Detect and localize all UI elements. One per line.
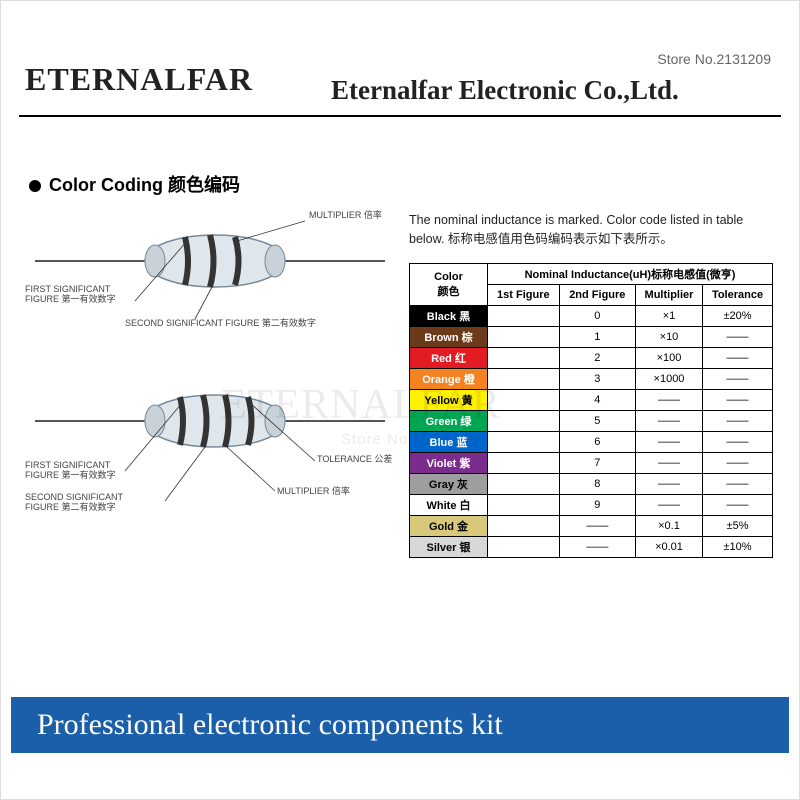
- label-second-sig: SECOND SIGNIFICANT FIGURE 第二有效数字: [125, 319, 385, 329]
- watermark-store: Store No.2131209: [341, 431, 479, 448]
- value-cell: 5: [559, 411, 635, 432]
- table-intro: The nominal inductance is marked. Color …: [409, 211, 775, 249]
- value-cell: [488, 453, 560, 474]
- company-name: Eternalfar Electronic Co.,Ltd.: [331, 75, 679, 106]
- value-cell: [488, 495, 560, 516]
- value-cell: ×0.1: [635, 516, 702, 537]
- value-cell: 4: [559, 390, 635, 411]
- value-cell: ——: [703, 411, 773, 432]
- color-name-cell: Brown 棕: [410, 327, 488, 348]
- value-cell: ——: [635, 495, 702, 516]
- table-row: Violet 紫7————: [410, 453, 773, 474]
- value-cell: [488, 306, 560, 327]
- color-name-cell: Silver 银: [410, 537, 488, 558]
- color-name-cell: White 白: [410, 495, 488, 516]
- color-name-cell: Green 绿: [410, 411, 488, 432]
- value-cell: 0: [559, 306, 635, 327]
- label-second-sig-2: SECOND SIGNIFICANTFIGURE 第二有效数字: [25, 493, 145, 513]
- color-name-cell: Red 红: [410, 348, 488, 369]
- value-cell: [488, 516, 560, 537]
- value-cell: 7: [559, 453, 635, 474]
- table-row: Green 绿5————: [410, 411, 773, 432]
- label-multiplier-2: MULTIPLIER 倍率: [277, 487, 350, 497]
- inductor-4band-diagram: FIRST SIGNIFICANTFIGURE 第一有效数字 SECOND SI…: [25, 361, 395, 521]
- th-sub: 2nd Figure: [559, 285, 635, 306]
- value-cell: [488, 411, 560, 432]
- value-cell: ——: [703, 390, 773, 411]
- table-row: White 白9————: [410, 495, 773, 516]
- value-cell: 3: [559, 369, 635, 390]
- color-name-cell: Violet 紫: [410, 453, 488, 474]
- value-cell: ——: [703, 495, 773, 516]
- value-cell: ——: [703, 474, 773, 495]
- value-cell: [488, 432, 560, 453]
- value-cell: ×0.01: [635, 537, 702, 558]
- value-cell: 9: [559, 495, 635, 516]
- value-cell: 1: [559, 327, 635, 348]
- table-row: Gold 金 ——×0.1±5%: [410, 516, 773, 537]
- label-first-sig: FIRST SIGNIFICANTFIGURE 第一有效数字: [25, 285, 135, 305]
- value-cell: ——: [559, 537, 635, 558]
- header-divider: [19, 115, 781, 117]
- value-cell: ——: [635, 390, 702, 411]
- th-sub: Tolerance: [703, 285, 773, 306]
- color-name-cell: Gold 金: [410, 516, 488, 537]
- value-cell: ——: [703, 348, 773, 369]
- value-cell: ——: [703, 432, 773, 453]
- color-name-cell: Orange 橙: [410, 369, 488, 390]
- value-cell: [488, 369, 560, 390]
- th-sub: 1st Figure: [488, 285, 560, 306]
- inductor-3band-diagram: FIRST SIGNIFICANTFIGURE 第一有效数字 SECOND SI…: [25, 201, 395, 341]
- color-name-cell: Yellow 黄: [410, 390, 488, 411]
- value-cell: ——: [635, 432, 702, 453]
- value-cell: 8: [559, 474, 635, 495]
- th-main: Nominal Inductance(uH)标称电感值(微亨): [488, 264, 773, 285]
- value-cell: ±10%: [703, 537, 773, 558]
- table-row: Gray 灰8————: [410, 474, 773, 495]
- value-cell: ±5%: [703, 516, 773, 537]
- th-sub: Multiplier: [635, 285, 702, 306]
- value-cell: ——: [635, 453, 702, 474]
- value-cell: [488, 348, 560, 369]
- table-row: Orange 橙 3×1000——: [410, 369, 773, 390]
- label-tolerance: TOLERANCE 公差: [317, 455, 392, 465]
- table-row: Yellow 黄4————: [410, 390, 773, 411]
- color-name-cell: Black 黑: [410, 306, 488, 327]
- table-row: Red 红 2×100——: [410, 348, 773, 369]
- value-cell: ×1000: [635, 369, 702, 390]
- footer-text: Professional electronic components kit: [37, 708, 503, 742]
- value-cell: ——: [703, 453, 773, 474]
- value-cell: 2: [559, 348, 635, 369]
- value-cell: ×10: [635, 327, 702, 348]
- table-row: Silver 银 ——×0.01±10%: [410, 537, 773, 558]
- value-cell: ×100: [635, 348, 702, 369]
- color-code-table: Color颜色 Nominal Inductance(uH)标称电感值(微亨) …: [409, 263, 773, 558]
- value-cell: [488, 327, 560, 348]
- value-cell: ——: [559, 516, 635, 537]
- value-cell: [488, 390, 560, 411]
- value-cell: ±20%: [703, 306, 773, 327]
- value-cell: ——: [635, 411, 702, 432]
- label-first-sig-2: FIRST SIGNIFICANTFIGURE 第一有效数字: [25, 461, 135, 481]
- value-cell: [488, 474, 560, 495]
- value-cell: 6: [559, 432, 635, 453]
- footer-banner: Professional electronic components kit: [11, 697, 789, 753]
- section-title: Color Coding 颜色编码: [29, 171, 240, 197]
- value-cell: ——: [703, 369, 773, 390]
- table-row: Black 黑 0×1±20%: [410, 306, 773, 327]
- store-number: Store No.2131209: [657, 51, 771, 67]
- th-color: Color颜色: [410, 264, 488, 306]
- value-cell: [488, 537, 560, 558]
- brand-logo: ETERNALFAR: [25, 61, 253, 98]
- color-name-cell: Gray 灰: [410, 474, 488, 495]
- label-multiplier: MULTIPLIER 倍率: [309, 211, 382, 221]
- value-cell: ——: [635, 474, 702, 495]
- value-cell: ×1: [635, 306, 702, 327]
- table-row: Brown 棕 1×10——: [410, 327, 773, 348]
- value-cell: ——: [703, 327, 773, 348]
